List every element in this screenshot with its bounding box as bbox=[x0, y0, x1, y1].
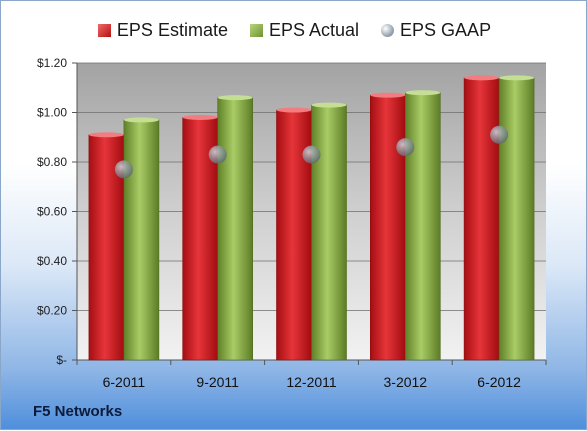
x-tick-label: 6-2011 bbox=[103, 374, 146, 390]
point-eps-gaap bbox=[396, 138, 415, 157]
y-tick-label: $- bbox=[56, 353, 67, 367]
x-tick-label: 6-2012 bbox=[477, 374, 521, 390]
point-eps-gaap bbox=[208, 145, 227, 164]
bar-top-eps-estimate bbox=[464, 75, 500, 81]
y-tick-label: $1.20 bbox=[37, 56, 67, 70]
point-eps-gaap bbox=[114, 160, 133, 179]
legend-label-eps-actual: EPS Actual bbox=[268, 19, 360, 40]
bar-eps-estimate bbox=[463, 77, 500, 361]
bar-top-eps-actual bbox=[217, 95, 253, 101]
bar-top-eps-estimate bbox=[276, 107, 312, 113]
legend-label-eps-gaap: EPS GAAP bbox=[400, 19, 492, 40]
y-tick-label: $0.40 bbox=[37, 254, 67, 268]
x-tick-label: 9-2011 bbox=[196, 374, 239, 390]
bar-top-eps-estimate bbox=[370, 92, 406, 98]
x-tick-label: 3-2012 bbox=[384, 374, 428, 390]
bar-top-eps-actual bbox=[311, 102, 347, 108]
legend-item-eps-actual: EPS Actual bbox=[249, 15, 360, 45]
bar-top-eps-actual bbox=[405, 90, 441, 96]
legend: EPS Estimate EPS Actual EPS GAAP bbox=[1, 15, 587, 45]
legend-swatch-eps-estimate bbox=[97, 23, 111, 37]
bar-eps-actual bbox=[123, 119, 160, 361]
bar-eps-actual bbox=[311, 104, 347, 361]
bar-eps-actual bbox=[498, 77, 535, 361]
legend-item-eps-gaap: EPS GAAP bbox=[381, 15, 491, 45]
bar-top-eps-estimate bbox=[182, 114, 218, 120]
legend-swatch-eps-gaap bbox=[381, 23, 395, 37]
point-eps-gaap bbox=[302, 145, 321, 164]
bar-top-eps-actual bbox=[123, 117, 159, 123]
bar-eps-estimate bbox=[369, 94, 406, 361]
legend-item-eps-estimate: EPS Estimate bbox=[97, 15, 228, 45]
y-tick-label: $0.60 bbox=[37, 205, 67, 219]
point-eps-gaap bbox=[490, 125, 509, 144]
legend-swatch-eps-actual bbox=[249, 23, 263, 37]
bar-top-eps-actual bbox=[499, 75, 535, 81]
x-tick-label: 12-2011 bbox=[286, 374, 337, 390]
y-tick-label: $0.80 bbox=[37, 155, 67, 169]
bar-eps-actual bbox=[217, 97, 253, 361]
bar-top-eps-estimate bbox=[88, 132, 124, 138]
y-tick-label: $0.20 bbox=[37, 304, 67, 318]
legend-label-eps-estimate: EPS Estimate bbox=[116, 19, 228, 40]
company-label: F5 Networks bbox=[33, 403, 123, 420]
bar-eps-actual bbox=[404, 92, 441, 361]
y-tick-label: $1.00 bbox=[37, 106, 67, 120]
